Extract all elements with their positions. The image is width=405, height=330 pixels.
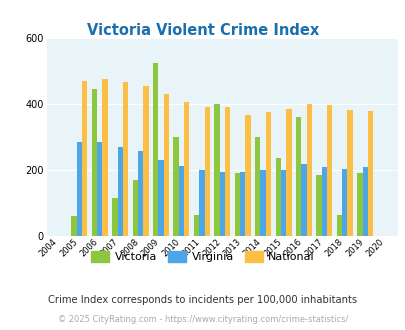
Bar [219,172,224,236]
Bar [173,137,178,236]
Bar [224,107,230,236]
Bar [260,170,265,236]
Bar [138,151,143,236]
Bar [123,82,128,236]
Bar [341,169,347,236]
Text: Victoria Violent Crime Index: Victoria Violent Crime Index [87,23,318,38]
Bar [239,172,245,236]
Bar [347,110,352,236]
Bar [315,175,321,236]
Text: © 2025 CityRating.com - https://www.cityrating.com/crime-statistics/: © 2025 CityRating.com - https://www.city… [58,315,347,324]
Bar [183,102,189,236]
Bar [295,117,301,236]
Bar [163,94,168,236]
Bar [153,63,158,236]
Bar [362,167,367,236]
Bar [92,89,97,236]
Bar [245,115,250,236]
Bar [178,166,183,236]
Bar [97,142,102,236]
Bar [336,214,341,236]
Bar [77,142,82,236]
Bar [265,112,271,236]
Bar [132,180,138,236]
Bar [275,158,280,236]
Bar [321,167,326,236]
Bar [254,137,260,236]
Bar [143,86,148,236]
Bar [199,170,204,236]
Bar [367,111,372,236]
Bar [280,170,286,236]
Bar [204,107,209,236]
Bar [234,173,239,236]
Bar [326,105,332,236]
Text: Crime Index corresponds to incidents per 100,000 inhabitants: Crime Index corresponds to incidents per… [48,295,357,305]
Bar [356,173,362,236]
Bar [301,164,306,236]
Bar [158,160,163,236]
Bar [194,214,199,236]
Bar [102,79,107,236]
Legend: Victoria, Virginia, National: Victoria, Virginia, National [87,247,318,267]
Bar [306,104,311,236]
Bar [214,104,219,236]
Bar [82,81,87,236]
Bar [117,147,123,236]
Bar [112,198,117,236]
Bar [71,216,77,236]
Bar [286,109,291,236]
